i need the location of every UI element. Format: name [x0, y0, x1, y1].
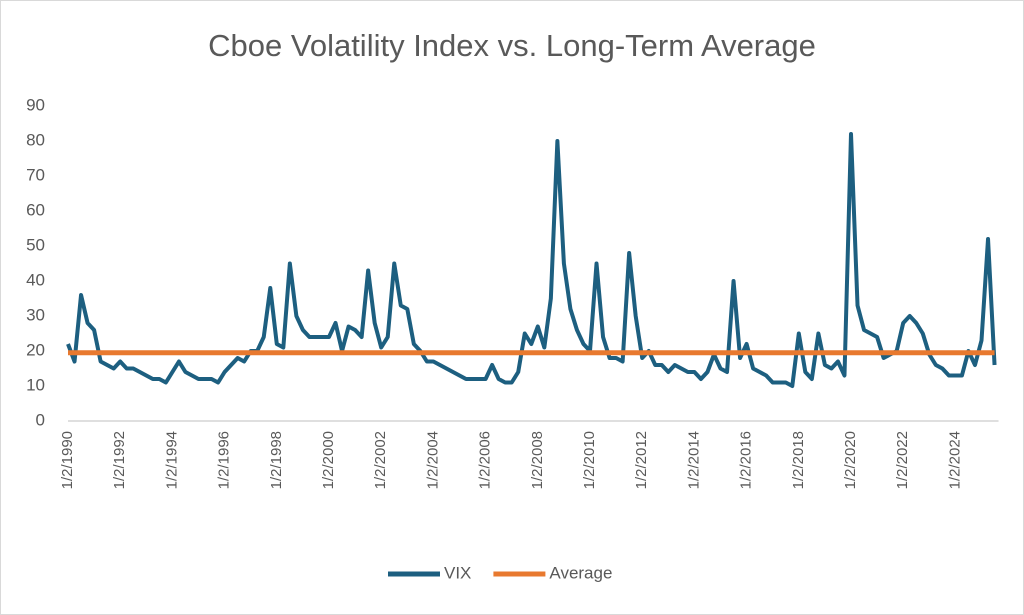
- x-tick-label: 1/2/1990: [59, 431, 76, 489]
- x-tick-label: 1/2/2020: [842, 431, 859, 489]
- y-tick-label: 80: [26, 130, 45, 149]
- x-tick-label: 1/2/1992: [111, 431, 128, 489]
- x-tick-label: 1/2/2004: [424, 431, 441, 489]
- x-tick-label: 1/2/2022: [894, 431, 911, 489]
- x-tick-label: 1/2/2018: [790, 431, 807, 489]
- y-tick-label: 50: [26, 235, 45, 254]
- legend-label: Average: [549, 563, 612, 582]
- x-tick-label: 1/2/2002: [372, 431, 389, 489]
- x-tick-label: 1/2/2014: [685, 431, 702, 489]
- x-tick-label: 1/2/2012: [633, 431, 650, 489]
- series-line: [66, 132, 997, 388]
- x-tick-label: 1/2/1996: [216, 431, 233, 489]
- x-tick-label: 1/2/2008: [529, 431, 546, 489]
- y-tick-label: 20: [26, 340, 45, 359]
- chart-title: Cboe Volatility Index vs. Long-Term Aver…: [208, 28, 816, 63]
- y-tick-label: 40: [26, 270, 45, 289]
- y-tick-label: 90: [26, 95, 45, 114]
- y-tick-label: 30: [26, 305, 45, 324]
- legend-label: VIX: [444, 563, 471, 582]
- x-tick-label: 1/2/2024: [946, 431, 963, 489]
- x-tick-label: 1/2/2000: [320, 431, 337, 489]
- x-tick-label: 1/2/2016: [738, 431, 755, 489]
- x-tick-label: 1/2/2006: [477, 431, 494, 489]
- x-tick-label: 1/2/2010: [581, 431, 598, 489]
- x-tick-label: 1/2/1998: [268, 431, 285, 489]
- y-tick-label: 60: [26, 200, 45, 219]
- y-tick-label: 70: [26, 165, 45, 184]
- y-tick-label: 10: [26, 375, 45, 394]
- x-tick-label: 1/2/1994: [163, 431, 180, 489]
- y-tick-label: 0: [36, 410, 45, 429]
